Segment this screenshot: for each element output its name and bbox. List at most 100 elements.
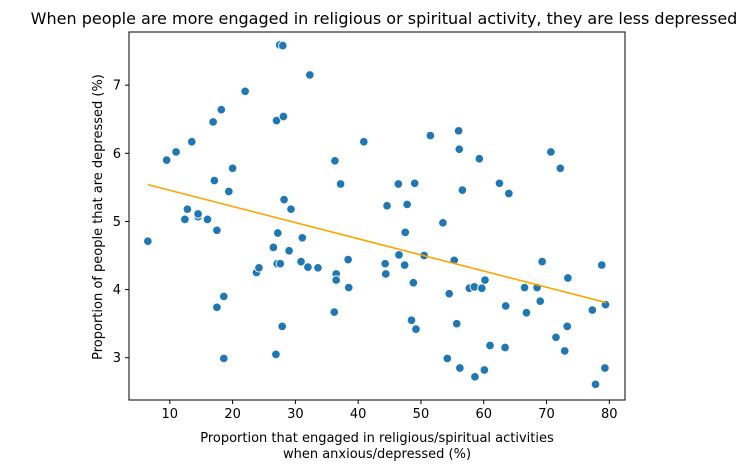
data-point [402,199,412,210]
data-point [219,353,229,364]
data-point [485,340,495,351]
x-tick-label: 70 [538,407,555,422]
data-point [331,275,341,285]
data-point [479,365,490,375]
data-point [143,236,153,246]
data-point [278,40,288,51]
data-point [394,250,404,260]
data-point [330,156,340,166]
y-axis-label: Proportion of people that are depressed … [91,74,106,360]
data-point [393,179,404,189]
plot-area [143,40,611,390]
data-point [275,258,286,269]
data-point [279,194,289,205]
x-axis: 10 20 30 40 50 60 70 80 [162,400,618,422]
data-point [305,70,315,80]
data-point [559,346,570,356]
data-point [286,204,296,214]
data-point [406,315,417,326]
data-point [161,155,172,165]
data-point [343,254,353,265]
data-point [216,104,227,115]
data-point [212,302,222,313]
data-point [381,269,391,279]
data-point [600,363,610,373]
data-point [474,154,485,164]
data-point [277,321,287,332]
data-point [500,342,510,353]
y-tick-label: 4 [113,283,121,298]
data-point [451,318,462,329]
data-point [254,263,264,273]
data-point [444,288,454,299]
data-point [329,307,340,317]
x-tick-label: 80 [601,407,618,422]
data-point [454,144,464,154]
data-point [171,147,181,157]
y-tick-label: 5 [113,215,121,230]
data-point [271,115,282,126]
data-point [411,324,421,334]
x-tick-label: 20 [224,407,241,422]
data-point [400,227,411,238]
data-point [227,163,238,174]
y-tick-label: 3 [113,351,121,366]
data-point [408,278,419,288]
data-point [551,332,561,343]
data-point [296,256,306,267]
data-point [597,260,607,270]
data-point [546,147,556,157]
data-point [500,301,511,311]
data-point [382,201,392,211]
data-point [457,185,468,195]
x-tick-label: 30 [287,407,304,422]
data-point [537,256,547,267]
data-point [335,179,346,189]
data-point [453,126,464,136]
x-axis-label-line-2: when anxious/depressed (%) [283,447,471,462]
data-point [297,233,308,243]
plot-frame [128,31,626,401]
data-point [303,262,313,272]
data-point [555,163,566,174]
data-point [590,379,601,390]
data-point [284,246,294,256]
data-point [519,282,530,293]
data-point [224,186,234,197]
y-tick-label: 6 [113,147,121,162]
data-point [343,282,354,293]
data-point [380,258,390,269]
data-point [240,86,250,97]
data-point [425,130,436,141]
data-point [278,111,289,122]
data-point [182,204,193,214]
data-point [399,260,410,270]
data-point [562,321,572,332]
data-point [477,283,487,293]
data-point [271,349,281,360]
trend-line [147,183,607,304]
data-point [212,225,222,236]
data-point [209,175,220,186]
x-tick-label: 60 [475,407,492,422]
data-point [455,363,465,373]
data-point [180,214,190,225]
x-tick-label: 40 [350,407,367,422]
data-point [470,372,480,382]
chart-title: When people are more engaged in religiou… [31,9,738,28]
x-tick-label: 10 [162,407,179,422]
data-point [313,263,323,273]
data-point [438,218,448,228]
data-point [587,305,598,315]
data-point [187,136,197,147]
data-point [442,353,453,364]
data-point [521,308,532,318]
x-axis-label-line-1: Proportion that engaged in religious/spi… [200,431,554,446]
data-point [268,242,279,253]
data-point [535,296,545,306]
data-point [409,178,420,189]
data-point [273,228,283,238]
data-point [563,273,573,283]
data-point [219,291,229,302]
